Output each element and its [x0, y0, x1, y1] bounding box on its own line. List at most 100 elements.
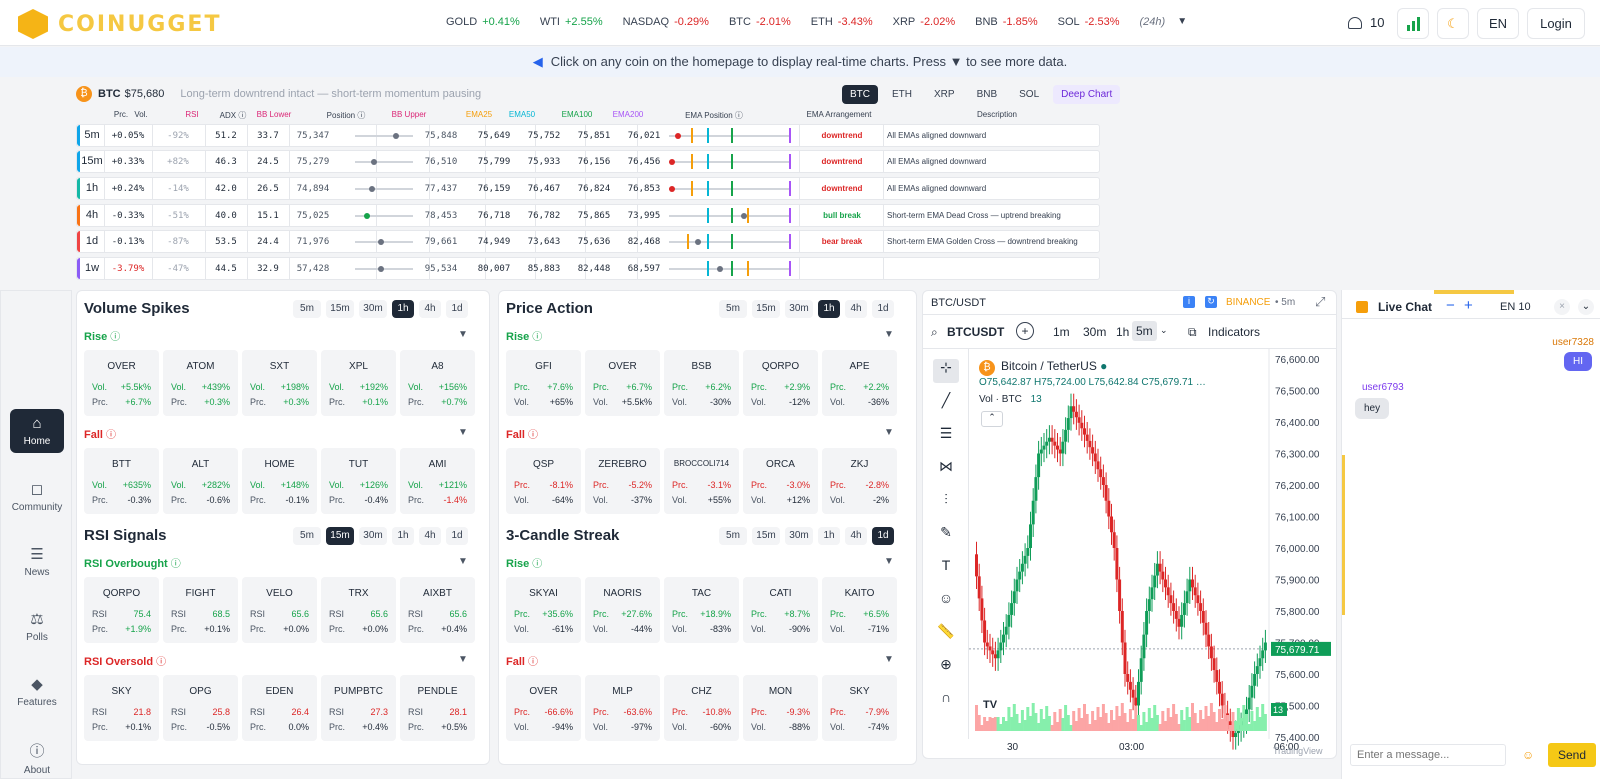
nav-home[interactable]: ⌂ Home — [10, 409, 64, 453]
coin-tile[interactable]: HOME Vol. +148% Prc. -0.1% — [242, 448, 317, 514]
minus-icon[interactable]: − — [1446, 297, 1455, 314]
trend-line-icon[interactable]: ╱ — [941, 392, 951, 408]
tf-1h[interactable]: 1h — [1116, 325, 1130, 339]
ticker-item[interactable]: BNB -1.85% — [975, 16, 1037, 28]
coin-tile[interactable]: ATOM Vol. +439% Prc. +0.3% — [163, 350, 238, 416]
nav-community[interactable]: ◻ Community — [10, 474, 64, 518]
coin-tile[interactable]: BSB Prc. +6.2% Vol. -30% — [664, 350, 739, 416]
chat-username[interactable]: user7328 — [1552, 337, 1594, 348]
coin-tile[interactable]: VELO RSI 65.6 Prc. +0.0% — [242, 577, 317, 643]
tradingview-chart[interactable]: BTC/USDT i ↻ BINANCE • 5m ⤢ ⌕ BTCUSDT + … — [922, 290, 1337, 759]
coin-tile[interactable]: SKY RSI 21.8 Prc. +0.1% — [84, 675, 159, 741]
caret-down-icon[interactable]: ▼ — [884, 329, 894, 340]
info-icon[interactable]: ⓘ — [156, 657, 167, 668]
caret-down-icon[interactable]: ▼ — [884, 556, 894, 567]
logo[interactable]: COINUGGET — [18, 9, 221, 39]
chat-drag-handle[interactable] — [1434, 290, 1514, 294]
tf-button[interactable]: 30m — [359, 300, 387, 318]
chevron-down-icon[interactable]: ⌄ — [1160, 325, 1168, 335]
coin-tile[interactable]: OVER Prc. +6.7% Vol. +5.5k% — [585, 350, 660, 416]
indicator-row[interactable]: 5m +0.05% -92% 51.2 33.7 75,347 75,848 75,649 75… — [76, 124, 1100, 147]
tf-button[interactable]: 15m — [326, 300, 354, 318]
coin-tile[interactable]: A8 Vol. +156% Prc. +0.7% — [400, 350, 475, 416]
tf-button[interactable]: 15m — [752, 527, 780, 545]
text-icon[interactable]: T — [941, 557, 951, 573]
ticker-item[interactable]: NASDAQ -0.29% — [623, 16, 709, 28]
coin-tile[interactable]: XPL Vol. +192% Prc. +0.1% — [321, 350, 396, 416]
coin-tile[interactable]: ORCA Prc. -3.0% Vol. +12% — [743, 448, 818, 514]
forecast-icon[interactable]: ⫶ — [944, 491, 948, 507]
coin-tile[interactable]: NAORIS Prc. +27.6% Vol. -44% — [585, 577, 660, 643]
emoji-icon[interactable]: ☺ — [1522, 748, 1535, 762]
caret-down-icon[interactable]: ▼ — [884, 654, 894, 665]
caret-down-icon[interactable]: ▼ — [458, 329, 468, 340]
coin-tile[interactable]: APE Prc. +2.2% Vol. -36% — [822, 350, 897, 416]
chart-symbol[interactable]: BTCUSDT — [947, 325, 1005, 339]
coin-tile[interactable]: QORPO RSI 75.4 Prc. +1.9% — [84, 577, 159, 643]
fullscreen-icon[interactable]: ⤢ — [1315, 294, 1326, 309]
coin-tile[interactable]: AIXBT RSI 65.6 Prc. +0.4% — [400, 577, 475, 643]
info-icon[interactable]: i — [1183, 296, 1195, 308]
coin-chip[interactable]: BNB — [968, 85, 1006, 104]
emoji-icon[interactable]: ☺ — [938, 590, 954, 606]
info-icon[interactable]: ⓘ — [527, 657, 538, 668]
coin-tile[interactable]: FIGHT RSI 68.5 Prc. +0.1% — [163, 577, 238, 643]
plus-icon[interactable]: + — [1464, 297, 1473, 314]
coin-tile[interactable]: BROCCOLI714 Prc. -3.1% Vol. +55% — [664, 448, 739, 514]
crosshair-icon[interactable]: ⊹ — [933, 359, 959, 383]
tf-button[interactable]: 4h — [419, 527, 441, 545]
coin-tile[interactable]: TAC Prc. +18.9% Vol. -83% — [664, 577, 739, 643]
theme-toggle-button[interactable]: ☾ — [1437, 8, 1469, 39]
tf-button[interactable]: 30m — [785, 527, 813, 545]
coin-chip[interactable]: BTC — [842, 85, 878, 104]
chevron-down-icon[interactable]: ⌄ — [1578, 299, 1594, 315]
coin-tile[interactable]: GFI Prc. +7.6% Vol. +65% — [506, 350, 581, 416]
nav-news[interactable]: ☰ News — [10, 539, 64, 583]
info-icon[interactable]: ⓘ — [170, 559, 181, 570]
coin-tile[interactable]: SKY Prc. -7.9% Vol. -74% — [822, 675, 897, 741]
coin-tile[interactable]: QORPO Prc. +2.9% Vol. -12% — [743, 350, 818, 416]
coin-chip[interactable]: Deep Chart — [1053, 85, 1121, 104]
nav-features[interactable]: ◆ Features — [10, 669, 64, 713]
info-icon[interactable]: ⓘ — [105, 430, 116, 441]
ticker-item[interactable]: ETH -3.43% — [811, 16, 873, 28]
search-icon[interactable]: ⌕ — [931, 325, 938, 339]
coin-tile[interactable]: MLP Prc. -63.6% Vol. -97% — [585, 675, 660, 741]
coin-tile[interactable]: TUT Vol. +126% Prc. -0.4% — [321, 448, 396, 514]
collapse-legend-button[interactable]: ⌃ — [981, 411, 1003, 427]
language-button[interactable]: EN — [1477, 8, 1519, 39]
coin-tile[interactable]: ALT Vol. +282% Prc. -0.6% — [163, 448, 238, 514]
info-icon[interactable]: ⓘ — [110, 332, 121, 343]
coin-tile[interactable]: TRX RSI 65.6 Prc. +0.0% — [321, 577, 396, 643]
tf-button[interactable]: 5m — [293, 527, 321, 545]
nav-about[interactable]: ⓘ About — [10, 734, 64, 778]
ticker-item[interactable]: SOL -2.53% — [1058, 16, 1120, 28]
caret-down-icon[interactable]: ▼ — [458, 654, 468, 665]
coin-tile[interactable]: KAITO Prc. +6.5% Vol. -71% — [822, 577, 897, 643]
coin-chip[interactable]: SOL — [1011, 85, 1048, 104]
coin-tile[interactable]: CHZ Prc. -10.8% Vol. -60% — [664, 675, 739, 741]
tf-button[interactable]: 1h — [818, 300, 840, 318]
tf-button[interactable]: 1d — [446, 300, 468, 318]
tf-button[interactable]: 1d — [872, 527, 894, 545]
zoom-in-icon[interactable]: ⊕ — [940, 656, 952, 672]
info-icon[interactable]: ⓘ — [532, 559, 543, 570]
tf-button[interactable]: 1h — [392, 300, 414, 318]
ticker-item[interactable]: GOLD +0.41% — [446, 16, 520, 28]
chat-input[interactable] — [1350, 744, 1506, 766]
indicator-row[interactable]: 1d -0.13% -87% 53.5 24.4 71,976 79,661 74,949 73… — [76, 230, 1100, 253]
compare-plus-icon[interactable]: + — [1016, 322, 1034, 340]
indicator-row[interactable]: 1w -3.79% -47% 44.5 32.9 57,428 95,534 80,007 85… — [76, 257, 1100, 280]
indicator-row[interactable]: 1h +0.24% -14% 42.0 26.5 74,894 77,437 76,159 76… — [76, 177, 1100, 200]
coin-chip[interactable]: ETH — [884, 85, 920, 104]
caret-down-icon[interactable]: ▼ — [884, 427, 894, 438]
tf-button[interactable]: 5m — [293, 300, 321, 318]
tf-30m[interactable]: 30m — [1083, 325, 1107, 339]
tf-button[interactable]: 15m — [752, 300, 780, 318]
tf-button[interactable]: 1d — [872, 300, 894, 318]
ruler-icon[interactable]: 📏 — [937, 623, 955, 639]
indicator-row[interactable]: 15m +0.33% +82% 46.3 24.5 75,279 76,510 75,799 7… — [76, 150, 1100, 173]
info-icon[interactable]: ⓘ — [527, 430, 538, 441]
ticker-item[interactable]: XRP -2.02% — [893, 16, 955, 28]
caret-down-icon[interactable]: ▼ — [458, 427, 468, 438]
